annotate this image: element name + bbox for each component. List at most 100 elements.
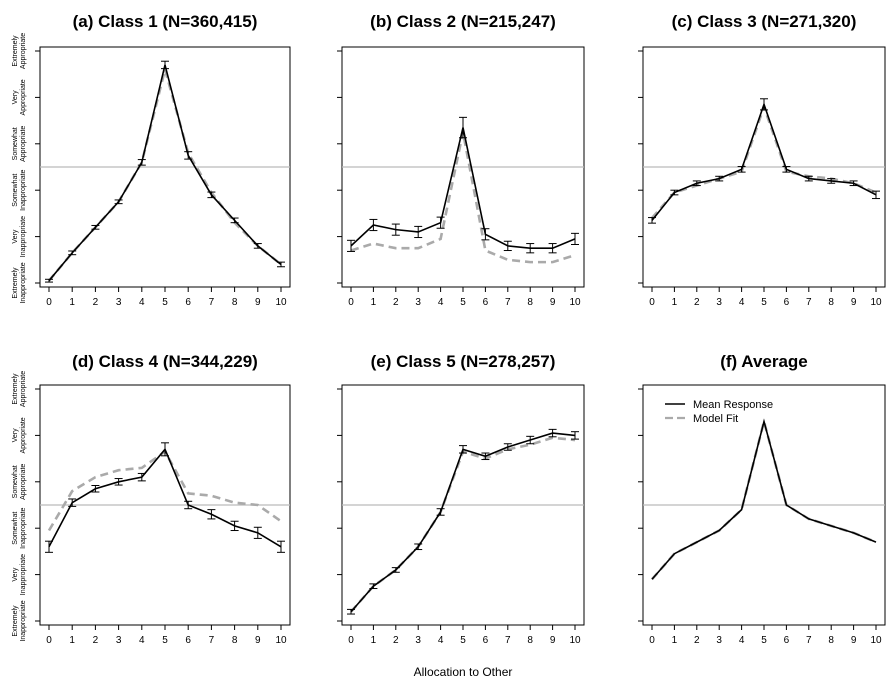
y-tick-label: SomewhatInappropriate [12,169,27,210]
y-tick-label-line: Appropriate [20,33,27,69]
panel-4: (d) Class 4 (N=344,229)ExtremelyInapprop… [12,352,291,646]
error-bar [369,583,378,590]
x-tick-label: 7 [505,635,511,646]
x-tick-label: 1 [69,297,75,308]
error-bar [91,485,100,493]
x-tick-label: 4 [438,635,444,646]
error-bar [692,180,701,187]
error-bar [503,240,512,252]
error-bar [91,224,100,230]
error-bar [526,243,535,254]
x-tick-label: 10 [275,635,287,646]
x-tick-label: 1 [371,297,377,308]
x-tick-label: 0 [649,297,655,308]
y-tick-label-line: Appropriate [20,371,27,407]
x-tick-label: 6 [483,635,489,646]
x-tick-label: 5 [761,297,767,308]
x-tick-label: 4 [438,297,444,308]
y-tick-label-line: Very [12,229,19,244]
y-tick-label-line: Very [12,428,19,443]
y-tick-label: VeryAppropriate [12,417,27,453]
x-tick-label: 3 [415,635,421,646]
y-tick-label: ExtremelyInappropriate [12,262,27,303]
error-bar [782,166,791,173]
panel-title: (c) Class 3 (N=271,320) [672,12,857,31]
y-tick-label-line: Appropriate [20,126,27,162]
x-tick-label: 7 [806,635,812,646]
x-tick-label: 10 [569,297,581,308]
y-tick-label-line: Inappropriate [20,216,27,257]
panel-title: (b) Class 2 (N=215,247) [370,12,556,31]
error-bar [253,526,262,539]
error-bar [230,520,239,532]
y-tick-label-line: Appropriate [20,464,27,500]
error-bar [114,478,123,486]
y-tick-label-line: Very [12,567,19,582]
error-bar [391,567,400,573]
error-bar [230,217,239,224]
x-tick-label: 9 [255,635,261,646]
error-bar [436,216,445,229]
error-bar [207,509,216,520]
x-tick-label: 9 [851,297,857,308]
mean-response-line [350,432,576,613]
error-bar [670,189,679,196]
mean-response-line [48,447,282,548]
y-tick-label-line: Inappropriate [20,262,27,303]
x-tick-label: 9 [550,297,556,308]
x-tick-label: 3 [116,297,122,308]
x-tick-label: 5 [460,635,466,646]
x-tick-label: 8 [527,297,533,308]
x-tick-label: 7 [209,635,215,646]
x-tick-label: 4 [739,297,745,308]
error-bar [414,543,423,551]
mean-response-line [350,127,576,249]
x-tick-label: 0 [649,635,655,646]
y-tick-label-line: Somewhat [12,127,19,160]
x-tick-label: 0 [46,297,52,308]
x-tick-label: 2 [93,635,99,646]
panels: (a) Class 1 (N=360,415)ExtremelyInapprop… [12,12,886,646]
error-bar [68,250,77,256]
y-tick-label-line: Extremely [12,605,19,637]
model-fit-line [350,131,576,264]
x-tick-label: 7 [505,297,511,308]
y-tick-label: ExtremelyAppropriate [12,33,27,69]
error-bar [459,445,467,454]
y-tick-label: VeryInappropriate [12,554,27,595]
x-tick-label: 10 [870,297,882,308]
error-bar [571,232,579,245]
x-tick-label: 3 [116,635,122,646]
x-tick-label: 4 [739,635,745,646]
panel-title: (e) Class 5 (N=278,257) [371,352,556,371]
y-tick-label: VeryAppropriate [12,79,27,115]
x-tick-label: 6 [185,635,191,646]
x-tick-label: 9 [851,635,857,646]
x-tick-label: 3 [716,297,722,308]
error-bar [849,180,858,187]
y-tick-label-line: Very [12,90,19,105]
x-tick-label: 8 [232,635,238,646]
model-fit-line [651,416,877,581]
x-tick-label: 9 [550,635,556,646]
y-tick-label: ExtremelyAppropriate [12,371,27,407]
panel-6: (f) Average 0 1 2 3 4 5 6 7 8 9 10 Mean Response Mode… [638,352,886,646]
model-fit-line [651,102,877,219]
y-tick-label-line: Extremely [12,267,19,299]
error-bar [760,98,768,111]
error-bar [571,431,579,440]
y-tick-label: ExtremelyInappropriate [12,600,27,641]
x-axis-label: Allocation to Other [414,665,513,679]
x-tick-label: 5 [162,297,168,308]
error-bar [68,498,77,507]
error-bar [414,225,423,239]
x-tick-label: 7 [209,297,215,308]
error-bar [184,151,193,160]
x-tick-label: 4 [139,635,145,646]
legend-label: Mean Response [693,399,773,411]
x-tick-label: 10 [870,635,882,646]
error-bar [369,218,378,232]
x-tick-label: 1 [69,635,75,646]
y-tick-label-line: Somewhat [12,512,19,545]
